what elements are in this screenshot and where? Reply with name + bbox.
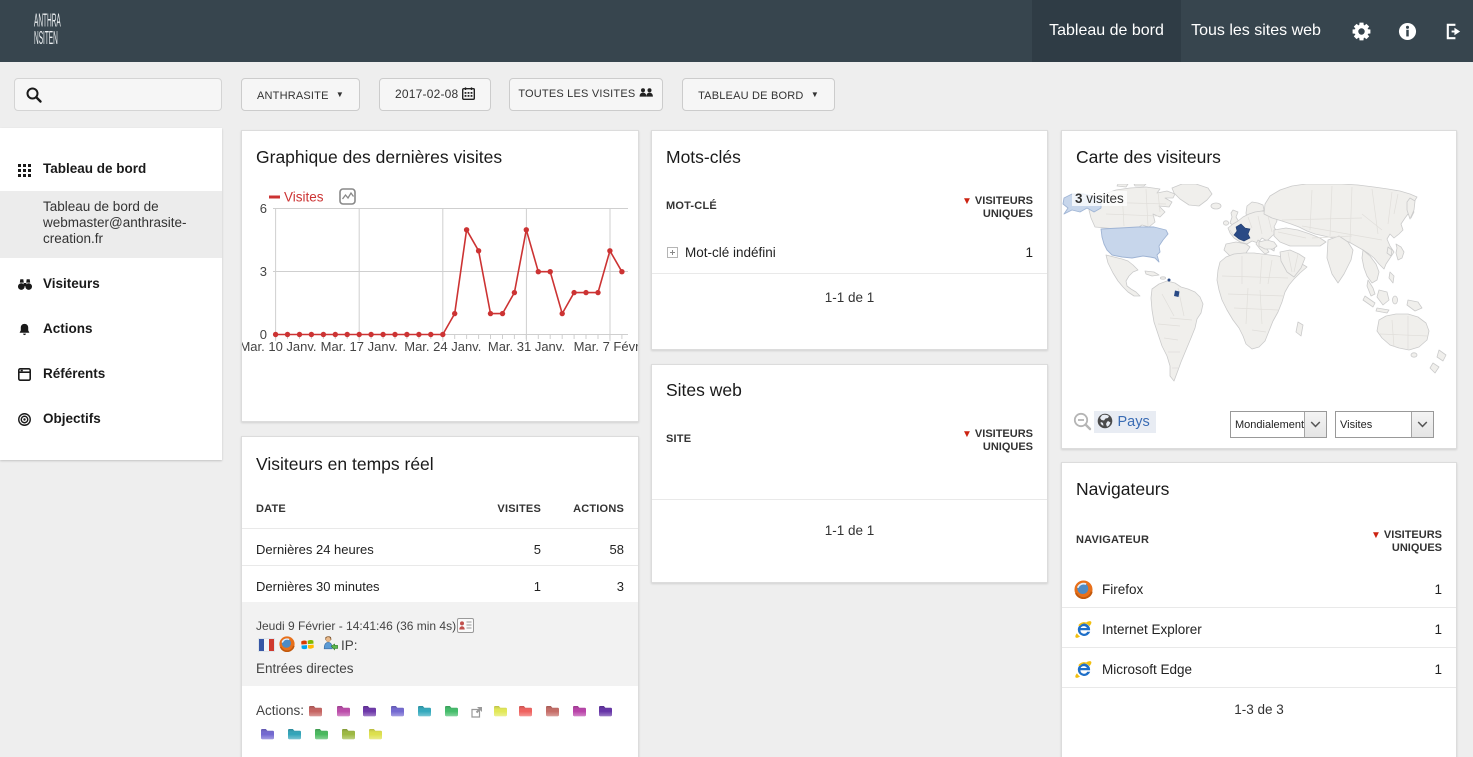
svg-text:6: 6 bbox=[260, 201, 267, 216]
svg-text:Mar. 31 Janv.: Mar. 31 Janv. bbox=[488, 339, 565, 354]
svg-text:Mar. 24 Janv.: Mar. 24 Janv. bbox=[404, 339, 481, 354]
svg-text:Mar. 7 Févr.: Mar. 7 Févr. bbox=[574, 339, 639, 354]
svg-text:Mar. 17 Janv.: Mar. 17 Janv. bbox=[321, 339, 398, 354]
svg-text:Mar. 10 Janv.: Mar. 10 Janv. bbox=[241, 339, 317, 354]
svg-text:3: 3 bbox=[260, 264, 267, 279]
svg-text:0: 0 bbox=[260, 327, 267, 342]
svg-text:Visites: Visites bbox=[284, 190, 324, 205]
